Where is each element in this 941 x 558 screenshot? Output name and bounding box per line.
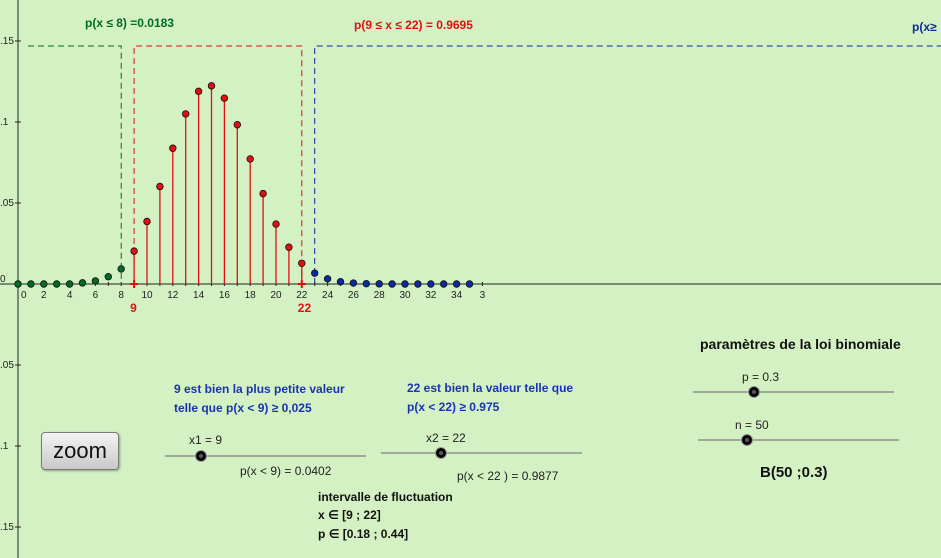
interval-x: x ∈ [9 ; 22]	[318, 508, 381, 522]
point-10	[143, 217, 151, 226]
point-35	[465, 280, 474, 288]
point-12	[169, 144, 177, 152]
point-9	[130, 247, 138, 255]
point-8	[117, 265, 125, 273]
point-6	[91, 277, 100, 285]
point-25	[336, 278, 345, 286]
interval-marker-label: 22	[298, 301, 312, 315]
slider-x2-label: x2 = 22	[426, 431, 466, 445]
slider-p-label: p = 0.3	[742, 370, 780, 384]
x-tick-label: 12	[167, 290, 179, 301]
point-0	[14, 280, 22, 288]
slider-x2-handle-dot	[438, 450, 444, 456]
x-tick-label: 2	[41, 290, 47, 301]
x-tick-label: 0	[21, 290, 27, 301]
x-tick-label: 8	[118, 290, 124, 301]
point-28	[375, 280, 383, 288]
point-22	[298, 259, 306, 267]
point-31	[414, 280, 422, 288]
point-2	[40, 280, 48, 288]
point-14	[194, 87, 203, 96]
x-tick-label: 28	[374, 290, 386, 301]
point-30	[401, 280, 409, 288]
x1-info-line1: 9 est bien la plus petite valeur	[174, 382, 345, 396]
x-tick-label: 16	[219, 290, 231, 301]
x-tick-label: 20	[270, 290, 282, 301]
point-24	[323, 275, 332, 283]
x-tick-label: 10	[141, 290, 153, 301]
x-tick-label: 18	[245, 290, 257, 301]
x-tick-label: 6	[93, 290, 99, 301]
interval-region-boundary	[133, 45, 303, 284]
point-4	[65, 280, 74, 288]
point-11	[156, 182, 164, 191]
point-29	[388, 280, 396, 288]
prob-x2-label: p(x < 22 ) = 0.9877	[457, 469, 559, 483]
x2-info-line2: p(x < 22) ≥ 0.975	[407, 400, 500, 414]
point-18	[246, 155, 254, 163]
params-title: paramètres de la loi binomiale	[700, 336, 901, 352]
slider-n-label: n = 50	[735, 418, 769, 432]
x1-info-line2: telle que p(x < 9) ≥ 0,025	[174, 401, 312, 415]
interval-p: p ∈ [0.18 ; 0.44]	[318, 527, 409, 541]
y-tick-label: .15	[0, 522, 14, 533]
y-tick-label: .05	[0, 360, 14, 371]
x-tick-label: 3	[480, 290, 486, 301]
point-32	[427, 280, 435, 288]
point-15	[207, 82, 216, 90]
slider-x1-label: x1 = 9	[189, 433, 223, 447]
point-34	[452, 280, 461, 288]
point-7	[104, 273, 112, 281]
y-tick-label: .05	[0, 198, 14, 209]
point-3	[53, 280, 61, 288]
interval-marker-label: 9	[130, 301, 137, 315]
point-1	[27, 280, 35, 288]
x-tick-label: 34	[451, 290, 463, 301]
point-23	[311, 269, 319, 277]
y-tick-label: .15	[0, 36, 14, 47]
zoom-button[interactable]: zoom	[41, 432, 119, 470]
y-tick-label: .1	[0, 441, 9, 452]
point-27	[362, 279, 370, 288]
prob-right-label: p(x≥	[912, 20, 937, 34]
x-tick-label: 24	[322, 290, 334, 301]
x-tick-label: 30	[399, 290, 411, 301]
right-region-boundary	[314, 45, 941, 284]
point-33	[440, 280, 448, 288]
slider-x1-handle-dot	[198, 453, 204, 459]
prob-left-label: p(x ≤ 8) =0.0183	[85, 16, 174, 30]
point-5	[78, 279, 87, 287]
x-tick-label: 22	[296, 290, 308, 301]
binomial-label: B(50 ;0.3)	[760, 464, 828, 481]
slider-n-handle-dot	[744, 437, 750, 443]
interval-title: intervalle de fluctuation	[318, 490, 453, 504]
y-tick-label: .1	[0, 117, 9, 128]
point-13	[181, 110, 190, 118]
prob-x1-label: p(x < 9) = 0.0402	[240, 464, 332, 478]
point-17	[233, 121, 241, 129]
prob-interval-label: p(9 ≤ x ≤ 22) = 0.9695	[354, 18, 473, 32]
point-16	[220, 94, 229, 102]
point-19	[259, 189, 267, 198]
x-tick-label: 4	[67, 290, 73, 301]
point-26	[349, 279, 358, 287]
left-region-boundary	[28, 45, 122, 284]
x-tick-label: 26	[348, 290, 360, 301]
point-21	[285, 243, 293, 251]
point-20	[272, 220, 280, 228]
y-tick-label: 0	[0, 274, 6, 285]
slider-p-handle-dot	[751, 389, 757, 395]
x2-info-line1: 22 est bien la valeur telle que	[407, 381, 574, 395]
x-tick-label: 32	[425, 290, 437, 301]
x-tick-label: 14	[193, 290, 205, 301]
